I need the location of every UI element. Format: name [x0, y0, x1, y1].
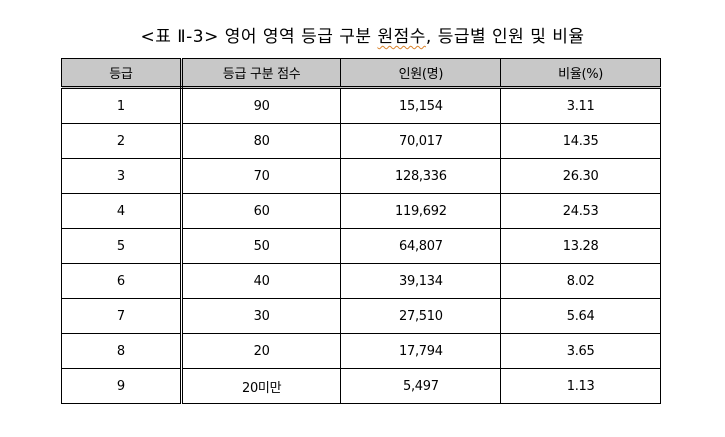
cell-cutoff-score: 60 [180, 193, 342, 229]
cell-grade: 3 [61, 158, 183, 194]
cell-count: 27,510 [340, 298, 502, 334]
header-cutoff-score: 등급 구분 점수 [180, 58, 342, 89]
cell-count: 39,134 [340, 263, 502, 299]
cell-grade: 6 [61, 263, 183, 299]
cell-count: 64,807 [340, 228, 502, 264]
cell-ratio: 3.11 [500, 87, 661, 124]
cell-count: 5,497 [340, 368, 502, 404]
table-row: 9 20미만 5,497 1.13 [61, 368, 661, 404]
cell-grade: 4 [61, 193, 183, 229]
cell-grade: 5 [61, 228, 183, 264]
table-caption: <표 Ⅱ-3> 영어 영역 등급 구분 원점수, 등급별 인원 및 비율 [0, 22, 725, 47]
table-row: 7 30 27,510 5.64 [61, 298, 661, 334]
table-row: 3 70 128,336 26.30 [61, 158, 661, 194]
caption-prefix: <표 Ⅱ-3> 영어 영역 등급 구분 [140, 27, 378, 47]
header-row: 등급 등급 구분 점수 인원(명) 비율(%) [61, 58, 661, 89]
cell-ratio: 26.30 [500, 158, 661, 194]
header-ratio: 비율(%) [500, 58, 661, 89]
cell-cutoff-score: 70 [180, 158, 342, 194]
cell-count: 119,692 [340, 193, 502, 229]
cell-ratio: 14.35 [500, 123, 661, 159]
table-row: 4 60 119,692 24.53 [61, 193, 661, 229]
cell-grade: 8 [61, 333, 183, 369]
cell-count: 15,154 [340, 87, 502, 124]
table-row: 8 20 17,794 3.65 [61, 333, 661, 369]
grade-distribution-table: 등급 등급 구분 점수 인원(명) 비율(%) 1 90 15,154 3.11… [61, 58, 661, 404]
cell-cutoff-score: 50 [180, 228, 342, 264]
cell-cutoff-score: 90 [180, 87, 342, 124]
cell-ratio: 24.53 [500, 193, 661, 229]
header-count: 인원(명) [340, 58, 502, 89]
cell-cutoff-score: 20 [180, 333, 342, 369]
cell-ratio: 5.64 [500, 298, 661, 334]
caption-underlined-term: 원점수 [377, 27, 426, 47]
cell-ratio: 13.28 [500, 228, 661, 264]
cell-cutoff-score: 80 [180, 123, 342, 159]
cell-ratio: 3.65 [500, 333, 661, 369]
table-row: 2 80 70,017 14.35 [61, 123, 661, 159]
cell-ratio: 1.13 [500, 368, 661, 404]
cell-cutoff-score: 30 [180, 298, 342, 334]
table-row: 6 40 39,134 8.02 [61, 263, 661, 299]
cell-ratio: 8.02 [500, 263, 661, 299]
cell-cutoff-score: 20미만 [180, 368, 342, 404]
table-row: 1 90 15,154 3.11 [61, 87, 661, 124]
cell-count: 17,794 [340, 333, 502, 369]
cell-grade: 7 [61, 298, 183, 334]
cell-count: 128,336 [340, 158, 502, 194]
table-row: 5 50 64,807 13.28 [61, 228, 661, 264]
cell-grade: 2 [61, 123, 183, 159]
cell-grade: 1 [61, 87, 183, 124]
caption-suffix: , 등급별 인원 및 비율 [425, 27, 585, 47]
cell-grade: 9 [61, 368, 183, 404]
header-grade: 등급 [61, 58, 183, 89]
cell-cutoff-score: 40 [180, 263, 342, 299]
cell-count: 70,017 [340, 123, 502, 159]
